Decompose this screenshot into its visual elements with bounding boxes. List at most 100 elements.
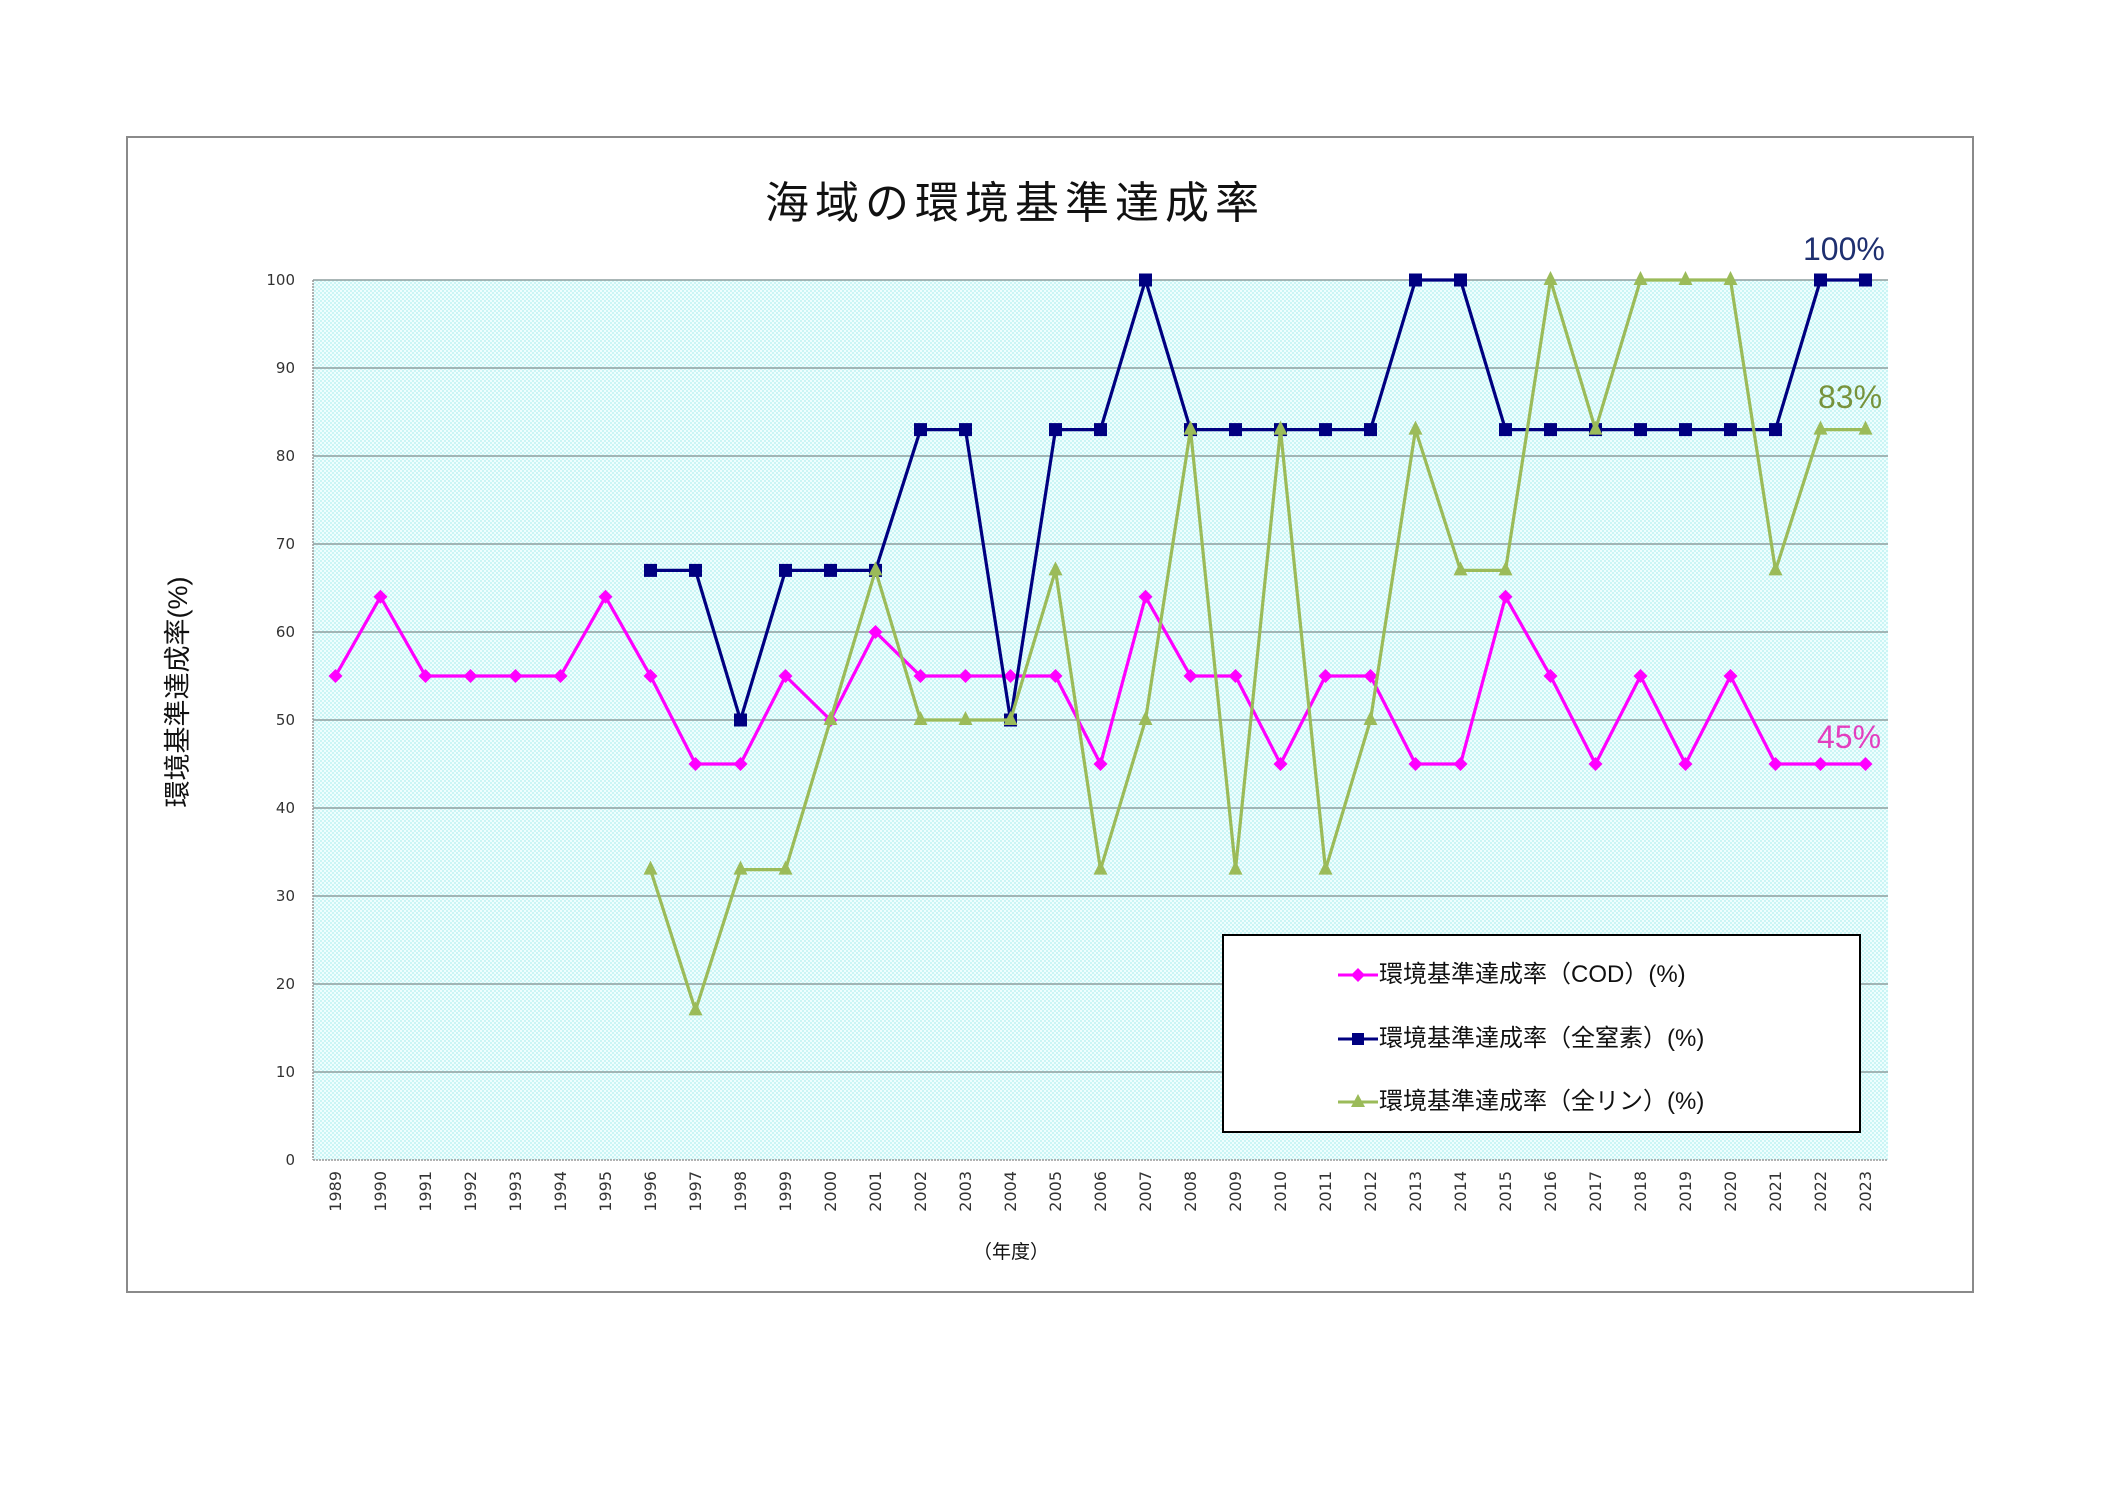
diamond-marker-icon [1633,669,1648,683]
x-tick-label: 1995 [596,1171,615,1212]
y-tick-label: 60 [276,623,295,641]
square-marker-icon [959,423,972,437]
square-marker-icon [1094,423,1107,437]
x-tick-label: 2006 [1091,1171,1110,1212]
diamond-marker-icon [1723,669,1738,683]
square-marker-icon [1409,273,1422,287]
x-tick-label: 2016 [1541,1171,1560,1212]
square-marker-icon [1338,1033,1378,1045]
x-tick-label: 1992 [461,1171,480,1212]
chart-title: 海域の環境基準達成率 [765,179,1265,228]
legend-label: 環境基準達成率（COD）(%) [1379,961,1686,988]
y-tick-label: 0 [285,1151,295,1169]
diamond-marker-icon [1318,669,1333,683]
triangle-marker-icon [778,860,793,875]
triangle-marker-icon [1273,420,1288,435]
triangle-marker-icon [1093,860,1108,875]
triangle-marker-icon [1003,711,1018,725]
triangle-marker-icon [1768,561,1783,576]
diamond-marker-icon [643,669,658,683]
triangle-marker-icon [958,711,973,725]
x-tick-label: 2014 [1451,1171,1470,1212]
triangle-marker-icon [1633,271,1648,285]
square-marker-icon [1139,273,1152,287]
square-marker-icon [689,563,702,577]
triangle-marker-icon [1228,860,1243,875]
square-marker-icon [1049,423,1062,437]
square-marker-icon [1229,423,1242,437]
triangle-marker-icon [868,561,883,576]
y-axis-title: 環境基準達成率(%) [163,577,193,808]
triangle-marker-icon [1048,561,1063,576]
x-tick-label: 2018 [1631,1171,1650,1212]
x-tick-label: 2001 [866,1171,885,1212]
square-marker-icon [1499,423,1512,437]
series-triangle [643,271,1873,1016]
series-line [648,278,1866,1016]
diamond-marker-icon [1768,757,1783,771]
diamond-marker-icon [958,669,973,683]
x-tick-label: 2008 [1181,1171,1200,1212]
diamond-marker-icon [1498,589,1513,604]
x-axis-title: （年度） [972,1242,1049,1263]
x-tick-label: 2017 [1586,1171,1605,1212]
x-tick-label: 1997 [686,1171,705,1212]
triangle-marker-icon [1678,271,1693,285]
triangle-marker-icon [1408,420,1423,435]
y-tick-label: 20 [276,975,295,993]
x-tick-label: 2002 [911,1171,930,1212]
series-diamond [328,589,1873,771]
diamond-marker-icon [1273,757,1288,771]
x-tick-label: 2003 [956,1171,975,1212]
diamond-marker-icon [1453,757,1468,771]
triangle-marker-icon [1363,711,1378,725]
legend-item-total-phosphorus: 環境基準達成率（全リン）(%) [1224,1086,1859,1118]
x-tick-label: 2011 [1316,1171,1335,1212]
square-marker-icon [1364,423,1377,437]
triangle-marker-icon [1453,561,1468,576]
triangle-marker-icon [733,860,748,875]
triangle-marker-icon [688,1001,703,1016]
x-tick-label: 2015 [1496,1171,1515,1212]
square-marker-icon [1814,273,1827,287]
square-marker-icon [1769,423,1782,437]
triangle-marker-icon [1813,420,1828,435]
triangle-marker-icon [913,711,928,725]
series-square [644,273,1872,727]
legend-item-total-nitrogen: 環境基準達成率（全窒素）(%) [1224,1023,1859,1055]
square-marker-icon [1679,423,1692,437]
diamond-marker-icon [1588,757,1603,771]
annotation-total-phosphorus-latest: 83% [1818,379,1883,415]
x-tick-label: 1991 [416,1171,435,1212]
triangle-marker-icon [1858,420,1873,435]
square-marker-icon [824,563,837,577]
x-tick-label: 1990 [371,1171,390,1212]
diamond-marker-icon [1678,757,1693,771]
legend-label: 環境基準達成率（全窒素）(%) [1379,1025,1705,1052]
x-tick-label: 1996 [641,1171,660,1212]
y-tick-label: 10 [276,1063,295,1081]
diamond-marker-icon [1048,669,1063,683]
x-tick-label: 2013 [1406,1171,1425,1212]
annotation-cod-latest: 45% [1817,719,1882,755]
y-tick-label: 70 [276,535,295,553]
triangle-marker-icon [643,860,658,875]
x-tick-label: 1993 [506,1171,525,1212]
diamond-marker-icon [1813,757,1828,771]
diamond-marker-icon [1543,669,1558,683]
triangle-marker-icon [823,711,838,725]
triangle-marker-icon [1588,420,1603,435]
x-tick-label: 2023 [1856,1171,1875,1212]
diamond-marker-icon [598,589,613,604]
square-marker-icon [734,713,747,727]
triangle-marker-icon [1723,271,1738,285]
diamond-marker-icon [1408,757,1423,771]
diamond-marker-icon [508,669,523,683]
diamond-marker-icon [1003,669,1018,683]
square-marker-icon [1724,423,1737,437]
y-tick-label: 100 [266,271,295,289]
x-tick-label: 2010 [1271,1171,1290,1212]
x-tick-label: 2007 [1136,1171,1155,1212]
x-tick-label: 2019 [1676,1171,1695,1212]
legend-label: 環境基準達成率（全リン）(%) [1379,1088,1705,1115]
